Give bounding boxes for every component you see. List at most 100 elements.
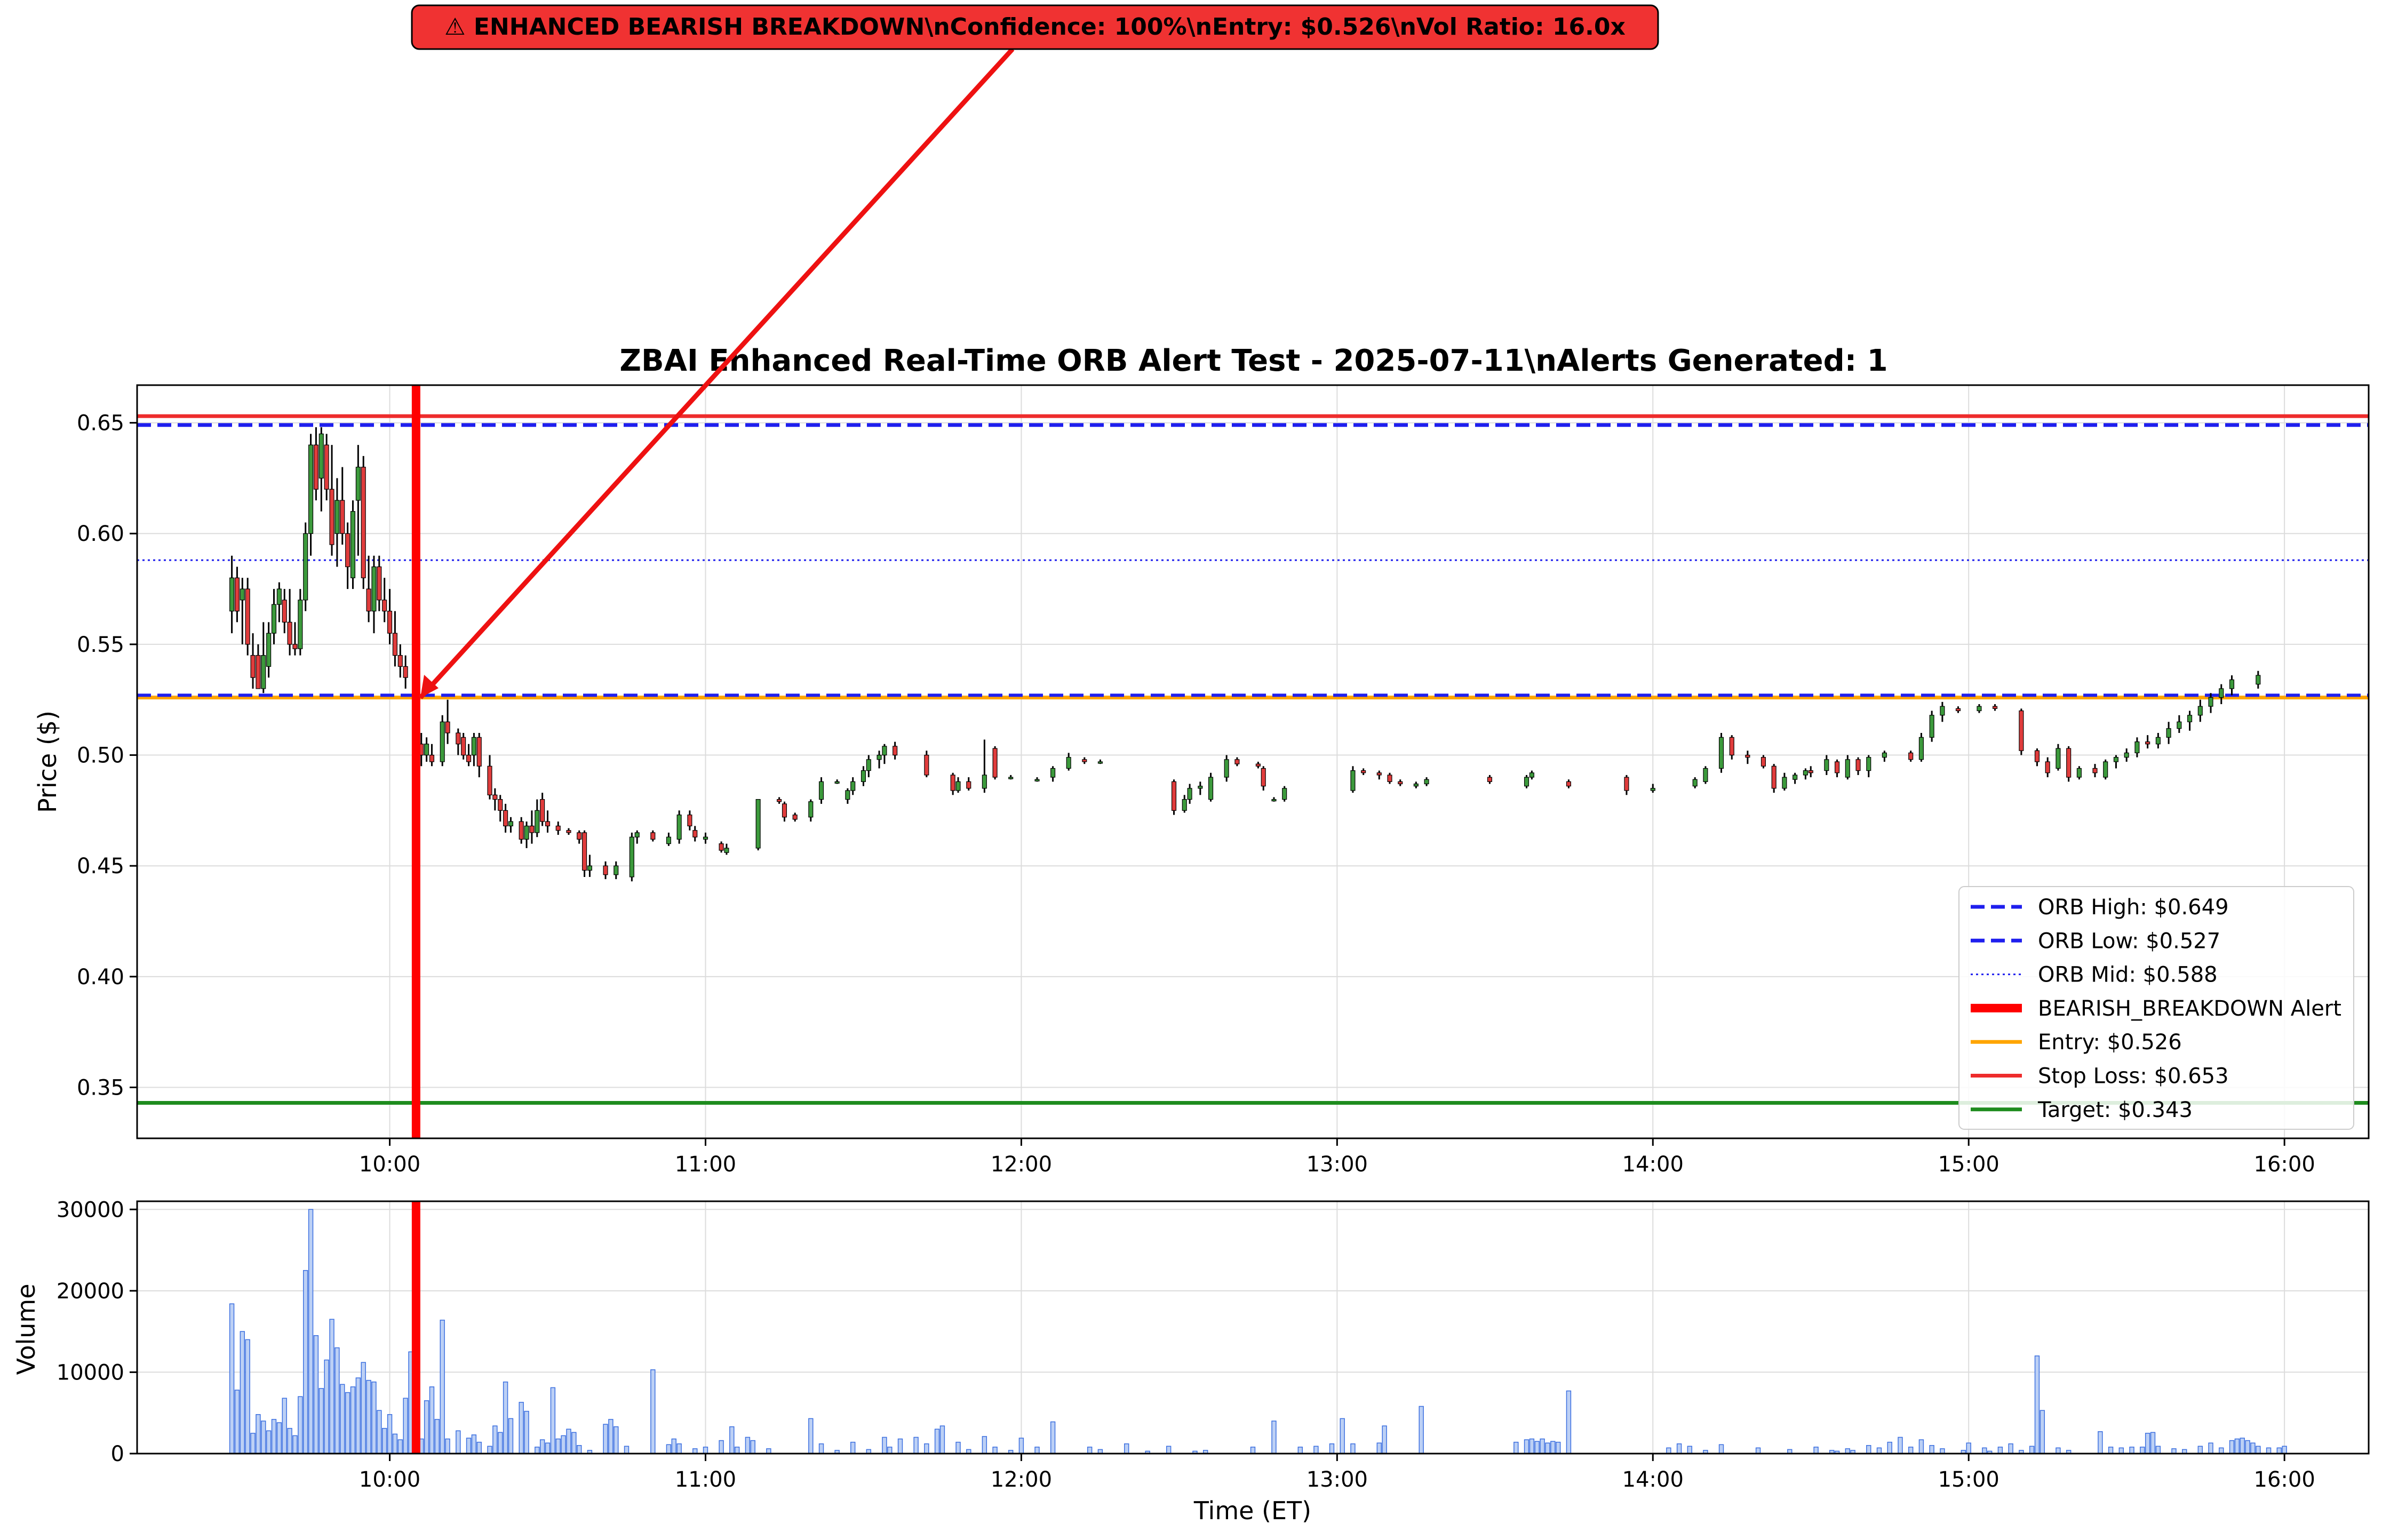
candle-body-up <box>1650 788 1655 791</box>
candle-body-down <box>577 832 582 840</box>
volume-bar <box>2219 1447 2224 1454</box>
volume-bar <box>377 1410 382 1454</box>
volume-bar <box>1350 1443 1356 1454</box>
candle-body-up <box>350 511 356 578</box>
volume-bar <box>2256 1446 2261 1454</box>
candle-body-up <box>1529 772 1534 778</box>
price-y-tick-label: 0.45 <box>77 854 124 879</box>
candle-body-up <box>1703 768 1708 782</box>
volume-bar <box>624 1446 630 1454</box>
candle-body-up <box>1097 761 1103 764</box>
volume-bar <box>2234 1438 2240 1454</box>
volume-bars <box>229 1209 2287 1454</box>
volume-x-tick-label: 11:00 <box>675 1467 736 1492</box>
candle-body-down <box>1760 757 1766 767</box>
candle-body-up <box>614 865 619 875</box>
volume-bar <box>234 1390 240 1454</box>
candle-body-up <box>850 781 856 791</box>
candle-body-up <box>298 600 303 649</box>
candle-body-down <box>719 843 724 851</box>
volume-bar <box>240 1331 245 1454</box>
candle-body-down <box>392 633 397 656</box>
volume-bar <box>808 1418 814 1454</box>
volume-bar <box>2140 1447 2145 1454</box>
volume-bar <box>1997 1447 2003 1454</box>
candle-body-down <box>503 810 508 827</box>
volume-bar <box>361 1362 366 1454</box>
candle-body-down <box>782 803 787 818</box>
candle-body-up <box>634 832 640 837</box>
candle-body-down <box>2145 741 2150 745</box>
candle-body-up <box>1271 799 1277 802</box>
volume-bar <box>318 1388 324 1454</box>
volume-bar <box>397 1439 403 1454</box>
volume-bar <box>1124 1443 1129 1454</box>
candle-body-up <box>1424 779 1429 785</box>
volume-bar <box>1982 1447 1987 1454</box>
price-candles <box>229 427 2261 882</box>
candle-body-up <box>1929 715 1934 738</box>
candle-body-up <box>355 467 361 501</box>
volume-bar <box>1556 1441 1561 1454</box>
volume-bar <box>1540 1438 1545 1454</box>
candle-body-up <box>676 815 682 840</box>
volume-bar <box>1929 1445 1934 1454</box>
volume-bar <box>2250 1442 2256 1454</box>
candle-body-up <box>882 746 887 756</box>
volume-bar <box>303 1270 308 1454</box>
volume-bar <box>939 1425 945 1454</box>
candle-body-down <box>1808 770 1813 773</box>
candle-body-up <box>629 836 634 877</box>
price-x-tick-label: 11:00 <box>675 1152 736 1177</box>
candle-body-up <box>1882 752 1887 758</box>
volume-bar <box>324 1359 329 1454</box>
candle-body-down <box>1908 752 1914 760</box>
volume-bar <box>924 1443 929 1454</box>
candle-body-down <box>1234 759 1240 764</box>
volume-bar <box>487 1446 492 1454</box>
candle-body-down <box>924 754 929 776</box>
volume-bar <box>466 1438 472 1454</box>
candle-body-up <box>955 781 961 791</box>
volume-bar <box>2197 1446 2203 1454</box>
volume-bar <box>371 1381 377 1454</box>
volume-bar <box>1250 1447 1256 1454</box>
candle-body-down <box>287 621 292 645</box>
volume-bar <box>614 1426 619 1454</box>
volume-bar <box>1898 1437 1903 1454</box>
volume-bar <box>261 1421 266 1454</box>
candle-body-down <box>1566 781 1571 787</box>
volume-bar <box>1087 1447 1093 1454</box>
volume-bar <box>887 1447 893 1454</box>
candle-body-up <box>1050 768 1056 778</box>
price-x-tick-label: 10:00 <box>359 1152 420 1177</box>
candle-body-down <box>529 825 535 833</box>
volume-bar <box>2034 1355 2040 1454</box>
volume-bar <box>1755 1447 1761 1454</box>
annotation-arrowhead <box>420 675 439 698</box>
price-y-axis-label: Price ($) <box>33 711 62 813</box>
candle-body-down <box>519 821 524 840</box>
candle-body-down <box>361 467 366 578</box>
volume-bar <box>2029 1446 2035 1454</box>
volume-bar <box>550 1387 556 1454</box>
candle-body-down <box>1082 759 1087 762</box>
volume-bar <box>734 1447 740 1454</box>
volume-bar <box>313 1335 319 1454</box>
volume-bar <box>1566 1390 1572 1454</box>
volume-bar <box>666 1444 672 1454</box>
candle-body-up <box>703 836 708 840</box>
volume-bar <box>2208 1442 2213 1454</box>
candle-body-up <box>1793 775 1798 780</box>
candle-body-down <box>1624 777 1629 791</box>
candle-body-up <box>861 770 866 782</box>
candle-body-up <box>2166 728 2171 738</box>
volume-bar <box>992 1447 998 1454</box>
volume-bar <box>1887 1441 1892 1454</box>
candle-body-up <box>1977 706 1982 712</box>
volume-bar <box>276 1422 282 1454</box>
candle-body-up <box>2256 675 2261 685</box>
volume-bar <box>897 1438 903 1454</box>
candle-body-up <box>834 781 840 784</box>
candle-body-up <box>1413 783 1419 787</box>
